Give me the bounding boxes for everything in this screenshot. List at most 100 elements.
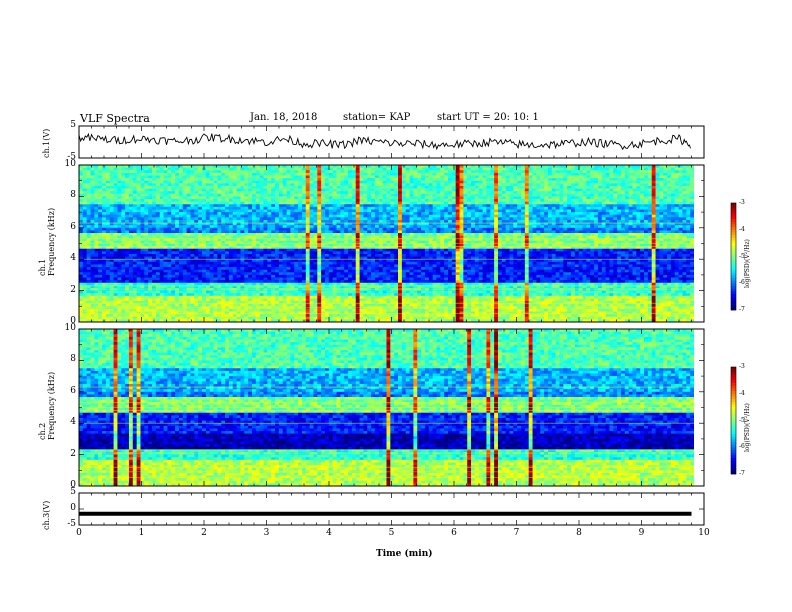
spectrogram-cell bbox=[386, 240, 391, 244]
spectrogram-cell bbox=[132, 272, 138, 276]
spectrogram-cell bbox=[321, 238, 326, 242]
spectrogram-cell bbox=[267, 212, 272, 216]
spectrogram-cell bbox=[378, 225, 384, 229]
spectrogram-cell bbox=[371, 201, 376, 205]
spectrogram-cell bbox=[163, 272, 168, 276]
spectrogram-cell bbox=[359, 199, 364, 203]
spectrogram-cell bbox=[159, 316, 164, 320]
spectrogram-cell bbox=[113, 319, 118, 323]
spectrogram-cell bbox=[301, 295, 307, 299]
spectrogram-cell bbox=[152, 298, 157, 302]
spectrogram-cell bbox=[244, 248, 249, 252]
spectrogram-cell bbox=[121, 199, 126, 203]
spectrogram-cell bbox=[244, 167, 249, 171]
spectrogram-cell bbox=[198, 248, 203, 252]
spectrogram-cell bbox=[248, 206, 253, 210]
spectrogram-cell bbox=[325, 290, 330, 294]
spectrogram-cell bbox=[271, 269, 276, 273]
spectrogram-cell bbox=[90, 311, 95, 315]
spectrogram-cell bbox=[228, 264, 234, 268]
spectrogram-cell bbox=[94, 206, 99, 210]
spectrogram-cell bbox=[294, 180, 299, 184]
spectrogram-cell bbox=[82, 172, 88, 176]
spectrogram-cell bbox=[205, 201, 211, 205]
spectrogram-cell bbox=[336, 217, 341, 221]
spectrogram-cell bbox=[175, 240, 180, 244]
spectrogram-cell bbox=[140, 303, 145, 307]
spectrogram-cell bbox=[332, 253, 337, 257]
spectrogram-cell bbox=[348, 301, 353, 305]
spectrogram-cell bbox=[152, 272, 157, 276]
spectrogram-cell bbox=[290, 222, 295, 226]
spectrogram-cell bbox=[240, 191, 245, 195]
spectrogram-cell bbox=[371, 191, 376, 195]
spectrogram-cell bbox=[178, 248, 184, 252]
spectrogram-cell bbox=[148, 230, 153, 234]
spectrogram-cell bbox=[240, 314, 245, 318]
spectrogram-cell bbox=[351, 238, 357, 242]
spectrogram-cell bbox=[263, 178, 268, 182]
spectrogram-cell bbox=[186, 209, 191, 213]
spectrogram-cell bbox=[163, 298, 168, 302]
spectrogram-cell bbox=[282, 225, 287, 229]
spectrogram-cell bbox=[298, 298, 303, 302]
spectrogram-cell bbox=[209, 316, 214, 320]
spectrogram-cell bbox=[378, 274, 384, 278]
spectrogram-cell bbox=[286, 267, 291, 271]
spectrogram-cell bbox=[367, 314, 372, 318]
spectrogram-cell bbox=[328, 238, 334, 242]
spectrogram-cell bbox=[294, 193, 299, 197]
spectrogram-cell bbox=[351, 170, 357, 174]
spectrogram-cell bbox=[336, 193, 341, 197]
spectrogram-cell bbox=[152, 314, 157, 318]
spectrogram-cell bbox=[286, 256, 291, 260]
spectrogram-cell bbox=[267, 248, 272, 252]
spectrogram-cell bbox=[371, 287, 376, 291]
spectrogram-cell bbox=[198, 196, 203, 200]
spectrogram-cell bbox=[232, 165, 237, 169]
spectrogram-cell bbox=[125, 188, 130, 192]
spectrogram-cell bbox=[194, 167, 199, 171]
spectrogram-cell bbox=[167, 201, 172, 205]
spectrogram-cell bbox=[136, 230, 141, 234]
spectrogram-cell bbox=[344, 240, 349, 244]
spectrogram-cell bbox=[105, 204, 111, 208]
spectrogram-cell bbox=[271, 314, 276, 318]
spectrogram-cell bbox=[194, 314, 199, 318]
spectrogram-cell bbox=[263, 167, 268, 171]
spectrogram-cell bbox=[363, 316, 368, 320]
spectrogram-cell bbox=[340, 253, 345, 257]
spectrogram-cell bbox=[178, 167, 184, 171]
spectrogram-cell bbox=[86, 277, 91, 281]
spectrogram-cell bbox=[390, 246, 395, 250]
spectrogram-cell bbox=[313, 259, 318, 263]
spectrogram-cell bbox=[113, 204, 118, 208]
spectrogram-cell bbox=[267, 243, 272, 247]
spectrogram-cell bbox=[278, 191, 284, 195]
spectrogram-cell bbox=[290, 172, 295, 176]
spectrogram-cell bbox=[355, 243, 360, 247]
spectrogram-cell bbox=[355, 235, 360, 239]
spectrogram-cell bbox=[321, 212, 326, 216]
spectrogram-cell bbox=[198, 165, 203, 169]
spectrogram-cell bbox=[159, 295, 164, 299]
spectrogram-cell bbox=[128, 217, 134, 221]
spectrogram-cell bbox=[255, 274, 261, 278]
spectrogram-cell bbox=[382, 196, 387, 200]
spectrogram-cell bbox=[163, 290, 168, 294]
spectrogram-cell bbox=[394, 311, 399, 315]
spectrogram-cell bbox=[321, 301, 326, 305]
spectrogram-cell bbox=[167, 191, 172, 195]
spectrogram-cell bbox=[236, 178, 241, 182]
spectrogram-cell bbox=[113, 311, 118, 315]
spectrogram-cell bbox=[159, 282, 164, 286]
spectrogram-cell bbox=[113, 253, 118, 257]
spectrogram-cell bbox=[194, 301, 199, 305]
spectrogram-cell bbox=[113, 233, 118, 237]
spectrogram-cell bbox=[171, 308, 176, 312]
spectrogram-cell bbox=[163, 248, 168, 252]
spectrogram-cell bbox=[221, 319, 226, 323]
spectrogram-cell bbox=[144, 175, 149, 179]
spectrogram-cell bbox=[198, 285, 203, 289]
